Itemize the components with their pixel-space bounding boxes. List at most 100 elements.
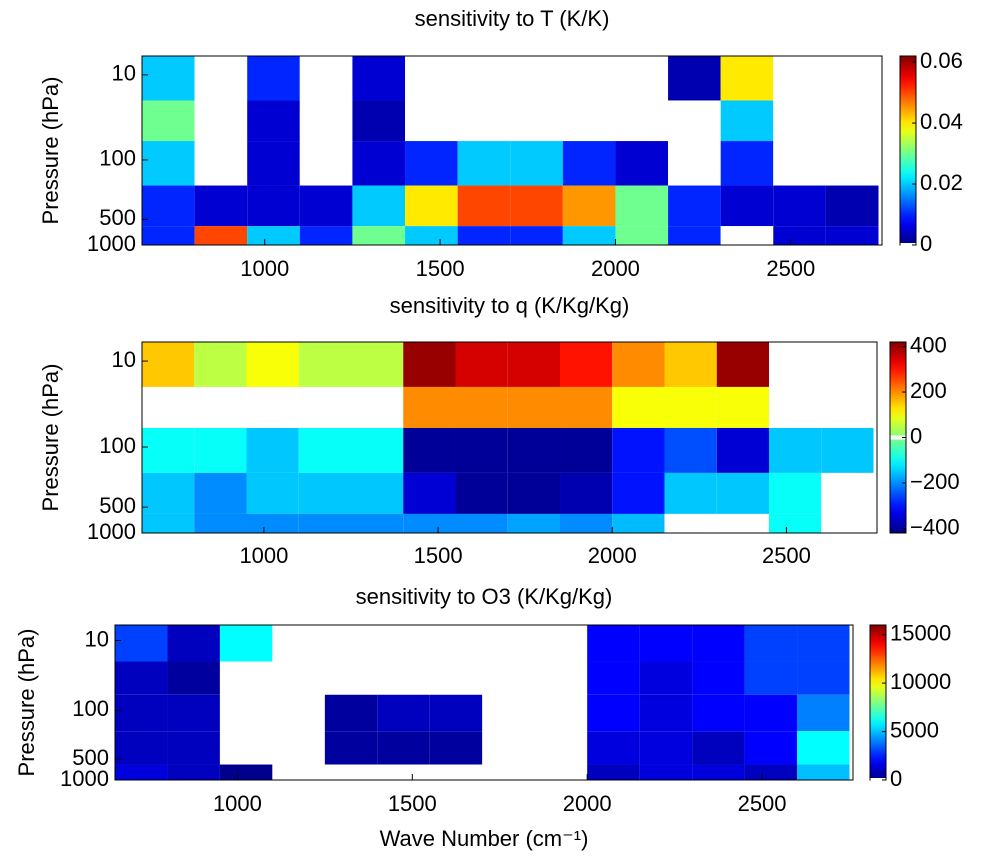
heat-cell [797, 764, 850, 780]
heat-cell [720, 185, 774, 227]
colorbar-white [900, 243, 916, 247]
heat-cell [194, 226, 248, 245]
heat-cell [194, 185, 248, 227]
x-tick-label: 2500 [762, 543, 811, 568]
heat-cell [744, 731, 798, 765]
heat-cell [744, 661, 798, 695]
heat-cell [639, 625, 693, 662]
heat-cell [142, 141, 195, 186]
heat-cell [272, 661, 325, 695]
heat-cell [769, 386, 822, 428]
heat-cell [194, 100, 248, 142]
heat-cell [457, 56, 511, 101]
heat-cell [825, 141, 879, 186]
heat-cell [692, 694, 745, 732]
heat-cell [246, 427, 299, 473]
heat-cell [587, 625, 640, 662]
x-tick-label: 1500 [416, 256, 465, 281]
heat-cell [115, 764, 168, 780]
heat-cell [299, 56, 353, 101]
heat-cell [429, 764, 483, 780]
heat-cell [194, 513, 247, 533]
heat-cell [534, 661, 588, 695]
heat-cell [219, 694, 273, 732]
y-tick-label: 1000 [87, 231, 136, 256]
heat-cell [219, 764, 273, 780]
chart-title: sensitivity to O3 (K/Kg/Kg) [356, 584, 613, 609]
heat-cell [194, 141, 248, 186]
heat-cell [773, 100, 826, 142]
y-tick-label: 500 [72, 745, 109, 770]
colorbar [869, 624, 887, 781]
heat-cell [352, 185, 406, 227]
chart-title: sensitivity to T (K/K) [415, 6, 610, 31]
heat-cell [457, 185, 511, 227]
heat-cell [272, 625, 325, 662]
heat-cell [797, 625, 850, 662]
heat-cell [744, 625, 798, 662]
heat-cell [668, 185, 721, 227]
heat-cell [377, 764, 430, 780]
heat-cell [562, 226, 616, 245]
heat-cell [352, 226, 406, 245]
heat-cell [403, 386, 456, 428]
y-tick-label: 500 [99, 493, 136, 518]
heat-cell [720, 141, 774, 186]
heat-cell [167, 764, 220, 780]
heat-cell [457, 100, 511, 142]
heat-cell [668, 56, 721, 101]
heat-cell [664, 427, 717, 473]
heat-cell [324, 625, 378, 662]
colorbar-tick-label: 400 [910, 332, 947, 357]
heat-cell [115, 661, 168, 695]
heat-cell [455, 472, 508, 514]
heat-cell [403, 472, 456, 514]
heat-cell [612, 513, 665, 533]
x-tick-label: 1500 [388, 791, 437, 816]
heat-cell [405, 185, 458, 227]
colorbar-tick-label: 0 [890, 766, 902, 791]
heat-cell [639, 661, 693, 695]
colorbar-tick-label: 0 [920, 231, 932, 256]
heat-cell [299, 100, 353, 142]
heat-cell [821, 472, 874, 514]
heat-cell [664, 342, 717, 387]
colorbar-tick-label: −400 [910, 514, 960, 539]
heat-cell [377, 731, 430, 765]
heat-cell [773, 56, 826, 101]
heat-cell [560, 386, 613, 428]
heat-cell [482, 694, 535, 732]
heat-cell [668, 100, 721, 142]
heat-cell [773, 141, 826, 186]
x-tick-label: 1500 [414, 543, 463, 568]
heat-cell [167, 731, 220, 765]
colorbar-white [870, 778, 886, 782]
heat-cell [510, 141, 563, 186]
y-tick-label: 100 [72, 696, 109, 721]
heat-cell [720, 100, 774, 142]
heat-cell [560, 427, 613, 473]
heat-cell [247, 141, 300, 186]
heat-cell [560, 472, 613, 514]
heat-cell [587, 731, 640, 765]
heat-cell [821, 427, 874, 473]
y-axis-label: Pressure (hPa) [38, 77, 63, 225]
colorbar-tick-label: 10000 [890, 669, 951, 694]
heat-cell [769, 342, 822, 387]
heat-cell [194, 472, 247, 514]
heat-cell [482, 625, 535, 662]
heat-cell [825, 100, 879, 142]
heat-cell [429, 661, 483, 695]
colorbar-white [890, 435, 906, 440]
heat-cell [194, 427, 247, 473]
heat-cell [692, 764, 745, 780]
heat-cell [457, 226, 511, 245]
heat-cell [272, 694, 325, 732]
heat-cell [405, 56, 458, 101]
heat-cell [194, 342, 247, 387]
chart-title: sensitivity to q (K/Kg/Kg) [390, 293, 630, 318]
heat-cell [825, 56, 879, 101]
x-tick-label: 1000 [213, 791, 262, 816]
heat-cell [716, 386, 770, 428]
